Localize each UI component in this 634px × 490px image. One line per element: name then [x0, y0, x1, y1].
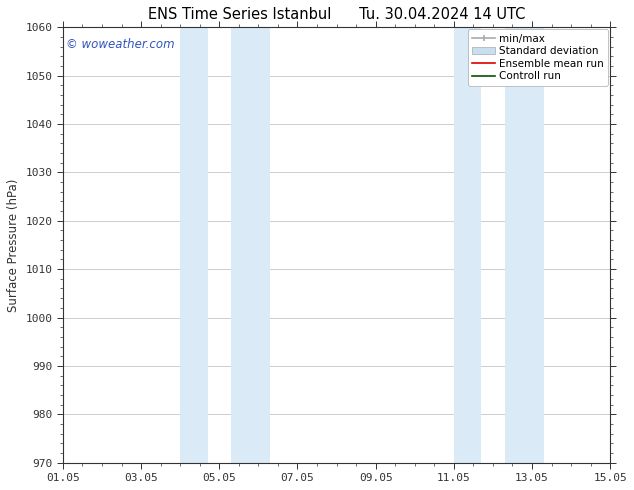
Bar	[180, 27, 207, 463]
Title: ENS Time Series Istanbul      Tu. 30.04.2024 14 UTC: ENS Time Series Istanbul Tu. 30.04.2024 …	[148, 7, 525, 22]
Bar	[231, 27, 270, 463]
Legend: min/max, Standard deviation, Ensemble mean run, Controll run: min/max, Standard deviation, Ensemble me…	[468, 29, 608, 86]
Bar	[454, 27, 481, 463]
Text: © woweather.com: © woweather.com	[66, 38, 174, 51]
Bar	[505, 27, 544, 463]
Y-axis label: Surface Pressure (hPa): Surface Pressure (hPa)	[7, 178, 20, 312]
